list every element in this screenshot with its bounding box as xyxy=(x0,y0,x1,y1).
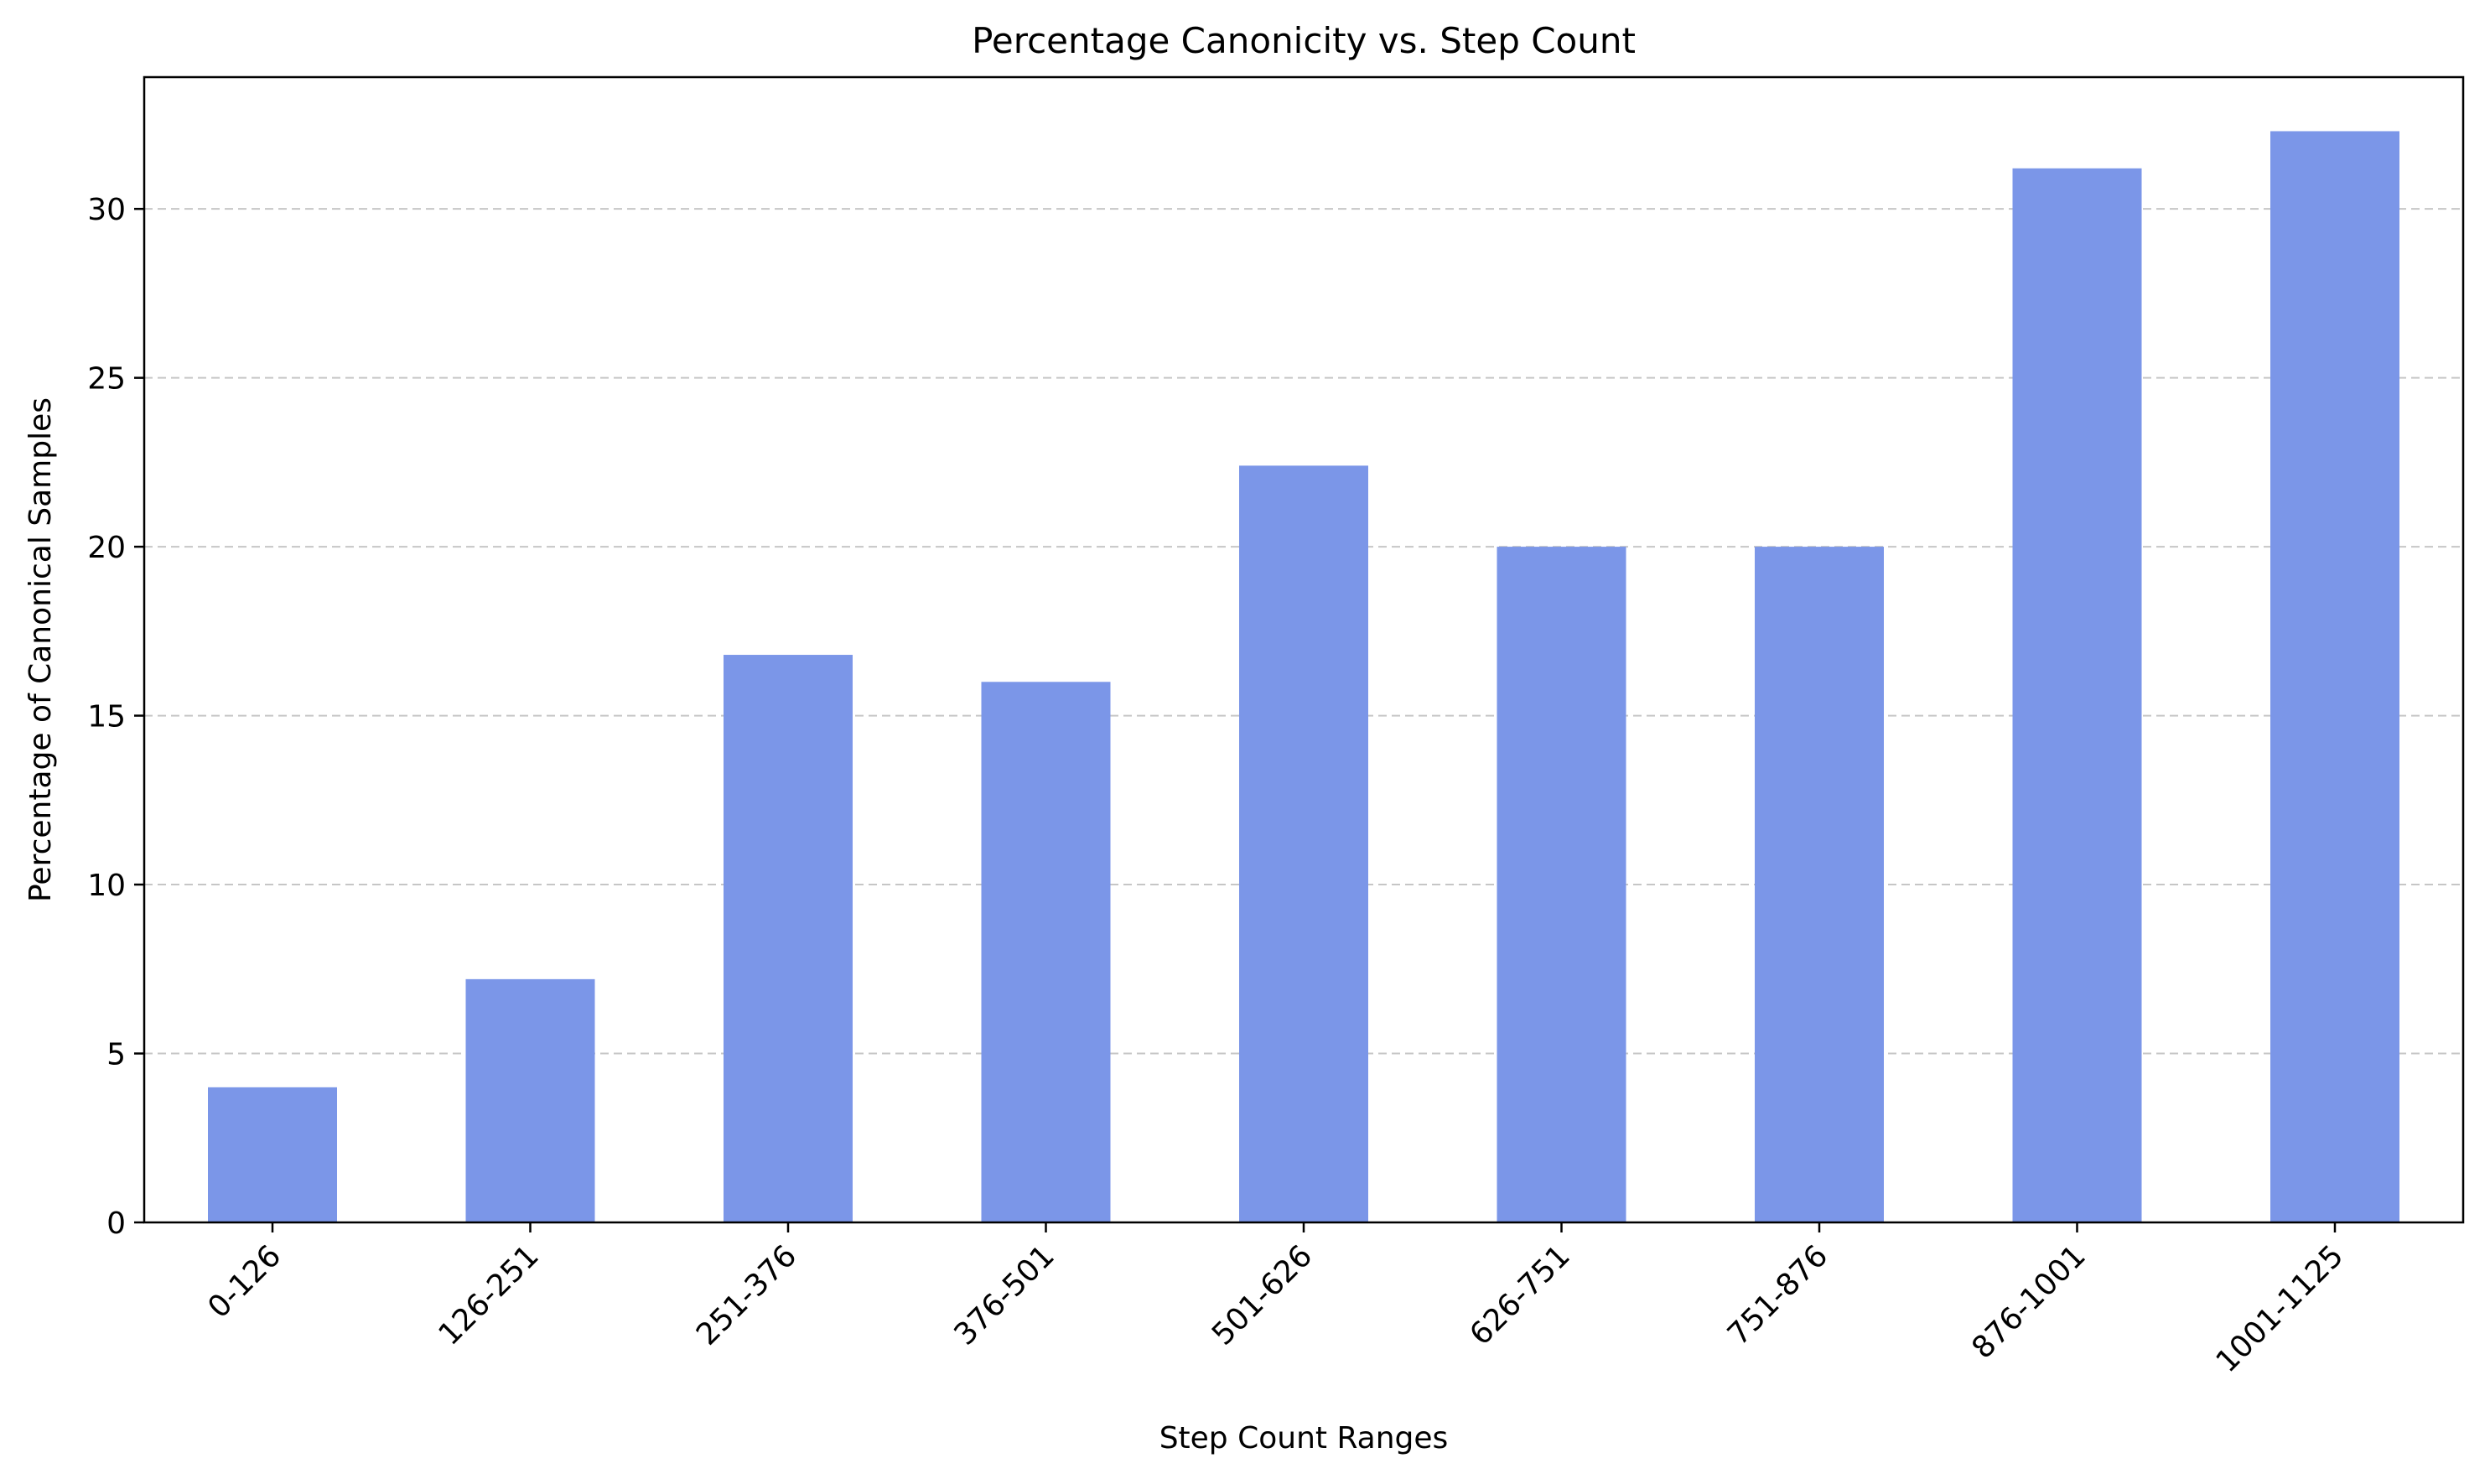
x-tick-label: 1001-1125 xyxy=(2210,1238,2351,1379)
y-tick-label: 25 xyxy=(87,362,126,397)
y-tick-label: 5 xyxy=(106,1038,126,1072)
bar-626-751 xyxy=(1497,547,1626,1222)
x-tick-label: 0-126 xyxy=(201,1238,288,1325)
y-axis-label: Percentage of Canonical Samples xyxy=(23,397,58,902)
x-tick-label: 376-501 xyxy=(948,1238,1061,1352)
y-axis-ticks: 0 5 10 15 20 25 30 xyxy=(87,193,144,1241)
bar-501-626 xyxy=(1239,465,1368,1222)
bar-751-876 xyxy=(1755,547,1884,1222)
bar-126-251 xyxy=(465,978,595,1222)
chart-title: Percentage Canonicity vs. Step Count xyxy=(972,20,1636,61)
bar-1001-1125 xyxy=(2270,131,2399,1223)
x-axis-label: Step Count Ranges xyxy=(1159,1421,1449,1455)
x-tick-label: 751-876 xyxy=(1721,1238,1834,1352)
bar-376-501 xyxy=(981,682,1111,1222)
x-tick-label: 626-751 xyxy=(1464,1238,1577,1352)
y-tick-label: 0 xyxy=(106,1206,126,1241)
x-tick-label: 251-376 xyxy=(690,1238,803,1352)
x-tick-label: 126-251 xyxy=(433,1238,546,1352)
y-tick-label: 30 xyxy=(87,193,126,227)
bar-251-376 xyxy=(724,655,853,1222)
bar-0-126 xyxy=(208,1087,337,1222)
x-tick-label: 501-626 xyxy=(1206,1238,1319,1352)
x-axis-ticks: 0-126 126-251 251-376 376-501 501-626 626-751… xyxy=(201,1222,2350,1379)
y-tick-label: 10 xyxy=(87,869,126,903)
bar-876-1001 xyxy=(2012,168,2142,1222)
y-tick-label: 15 xyxy=(87,700,126,734)
x-tick-label: 876-1001 xyxy=(1965,1238,2093,1366)
y-tick-label: 20 xyxy=(87,531,126,565)
bars xyxy=(208,131,2399,1223)
